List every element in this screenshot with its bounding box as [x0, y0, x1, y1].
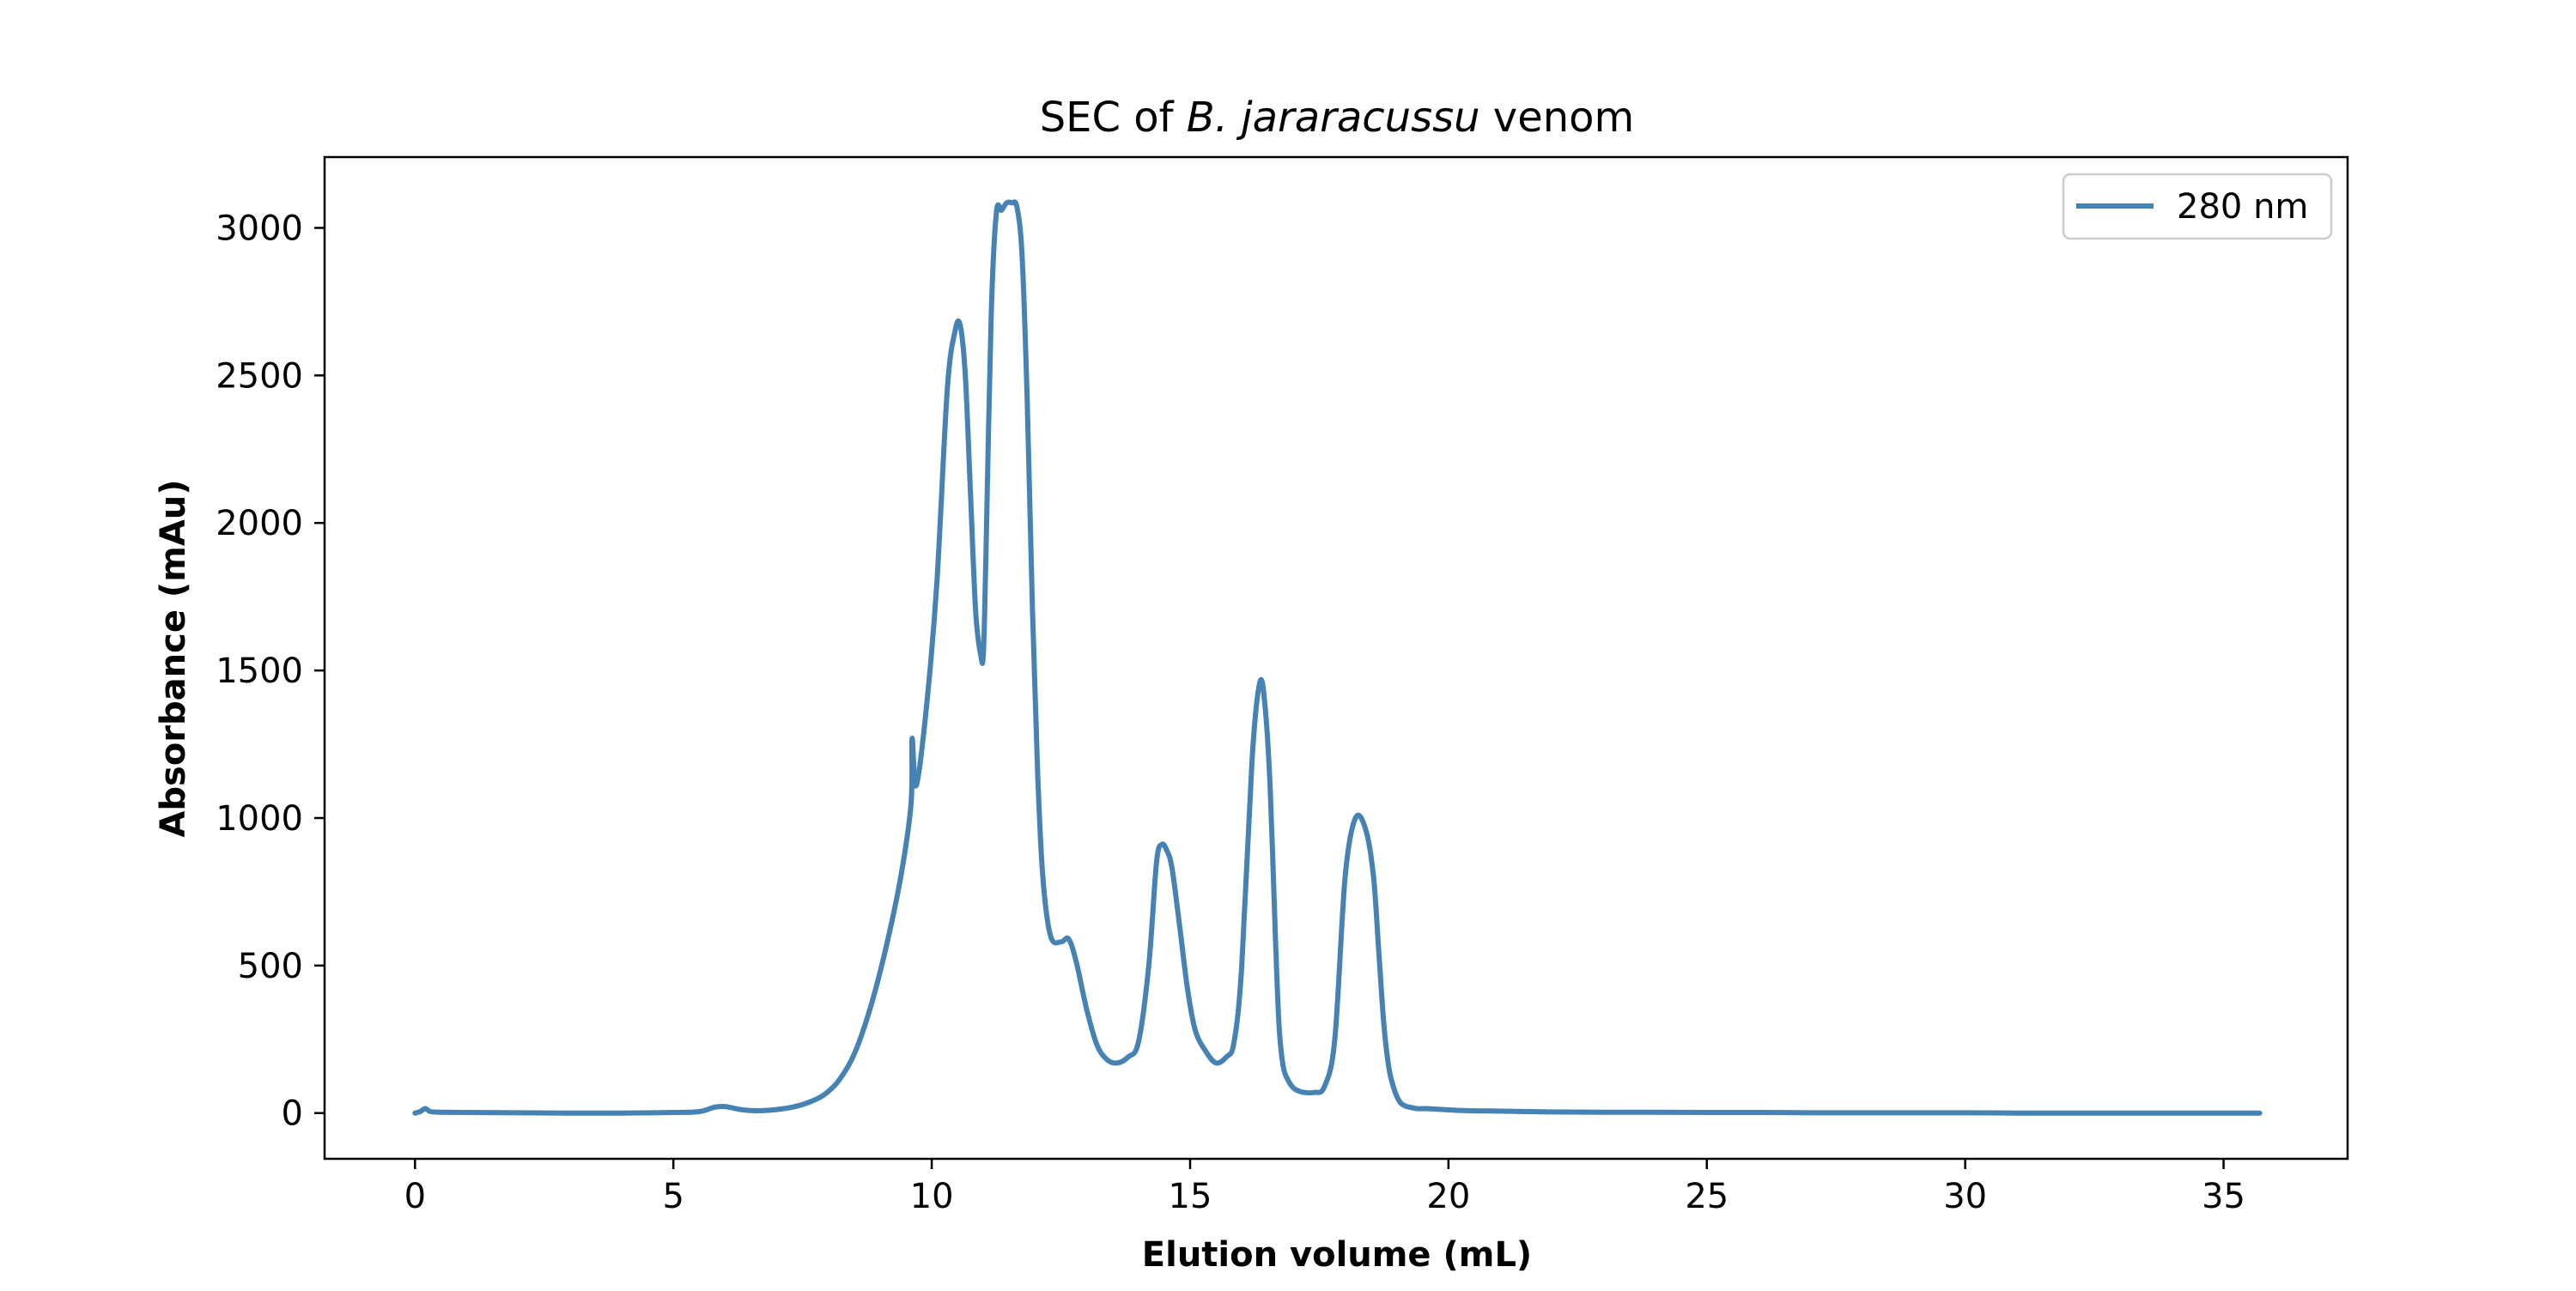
x-tick-label-5: 5 — [662, 1177, 683, 1216]
x-tick-label-20: 20 — [1426, 1177, 1470, 1216]
y-tick-label-3000: 3000 — [216, 209, 303, 248]
chart-title-suffix: venom — [1480, 94, 1635, 142]
legend: 280 nm — [2062, 173, 2333, 240]
x-tick-label-35: 35 — [2202, 1177, 2245, 1216]
x-axis-label: Elution volume (mL) — [1142, 1235, 1532, 1275]
x-tick-label-10: 10 — [910, 1177, 954, 1216]
chart-title-italic: B. jararacussu — [1187, 94, 1480, 142]
legend-box — [2062, 173, 2333, 240]
ticks-layer: 0 5 10 15 20 25 30 35 0 500 1000 1500 2000 2500 3000 — [216, 209, 2245, 1216]
y-tick-label-1000: 1000 — [216, 799, 303, 839]
y-tick-label-2000: 2000 — [216, 504, 303, 543]
y-tick-label-0: 0 — [282, 1094, 303, 1134]
x-tick-label-25: 25 — [1685, 1177, 1728, 1216]
y-tick-label-2500: 2500 — [216, 356, 303, 396]
legend-label-280nm: 280 nm — [2177, 187, 2308, 227]
y-tick-label-500: 500 — [238, 947, 303, 986]
x-tick-label-15: 15 — [1169, 1177, 1212, 1216]
plot-frame — [323, 155, 2349, 1161]
y-tick-label-1500: 1500 — [216, 652, 303, 691]
chart-title-prefix: SEC of — [1040, 94, 1187, 142]
x-tick-label-0: 0 — [404, 1177, 426, 1216]
plot-layer — [412, 199, 2263, 1116]
x-tick-label-30: 30 — [1943, 1177, 1987, 1216]
y-axis-label: Absorbance (mAu) — [154, 479, 193, 837]
chart-title: SEC of B. jararacussu venom — [1040, 94, 1635, 142]
series-line-0 — [412, 199, 2263, 1116]
